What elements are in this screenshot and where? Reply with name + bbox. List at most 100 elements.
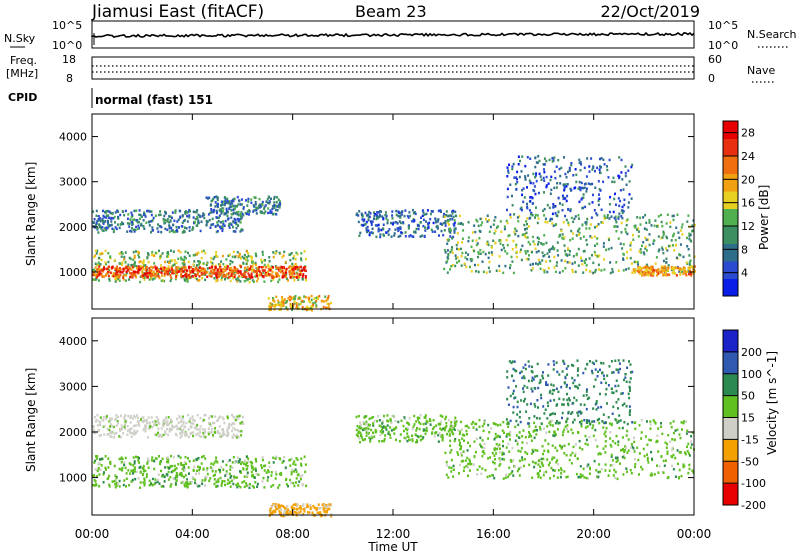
scatter-cell (485, 217, 487, 221)
scatter-cell (684, 451, 686, 454)
scatter-cell (369, 220, 372, 223)
scatter-cell (608, 217, 611, 220)
scatter-cell (540, 178, 543, 181)
scatter-cell (500, 248, 503, 252)
scatter-cell (466, 449, 469, 452)
scatter-cell (446, 214, 449, 218)
scatter-cell (213, 482, 216, 486)
scatter-cell (278, 266, 281, 269)
scatter-cell (449, 229, 452, 232)
scatter-cell (277, 301, 280, 304)
scatter-cell (106, 433, 109, 436)
scatter-cell (581, 197, 584, 200)
scatter-cell (362, 428, 364, 432)
scatter-cell (502, 420, 505, 424)
scatter-cell (164, 260, 167, 264)
scatter-cell (435, 225, 438, 228)
scatter-cell (133, 429, 136, 433)
scatter-cell (596, 242, 599, 246)
scatter-cell (531, 250, 533, 254)
scatter-cell (462, 459, 465, 463)
scatter-cell (240, 203, 243, 206)
scatter-cell (214, 205, 217, 208)
scatter-cell (668, 273, 671, 277)
scatter-cell (369, 440, 372, 443)
scatter-cell (139, 280, 142, 284)
scatter-cell (629, 469, 632, 472)
scatter-cell (411, 220, 414, 223)
scatter-cell (523, 223, 526, 227)
scatter-cell (595, 359, 598, 363)
scatter-cell (596, 254, 599, 258)
scatter-cell (652, 270, 655, 273)
scatter-cell (610, 215, 613, 218)
scatter-cell (662, 273, 665, 276)
scatter-cell (520, 206, 523, 210)
scatter-cell (184, 250, 187, 253)
scatter-cell (185, 275, 188, 278)
scatter-cell (176, 428, 179, 431)
scatter-cell (193, 268, 196, 272)
scatter-cell (97, 231, 100, 234)
scatter-cell (579, 188, 582, 192)
scatter-cell (599, 470, 601, 474)
scatter-cell (272, 297, 274, 300)
scatter-cell (230, 213, 233, 216)
scatter-cell (270, 197, 272, 200)
scatter-cell (387, 430, 390, 434)
scatter-cell (523, 458, 526, 461)
scatter-cell (128, 462, 131, 465)
scatter-cell (125, 279, 127, 282)
scatter-cell (440, 222, 443, 226)
scatter-cell (234, 273, 237, 277)
scatter-cell (613, 225, 616, 228)
scatter-cell (568, 168, 571, 172)
scatter-cell (167, 272, 170, 276)
scatter-cell (444, 220, 447, 223)
scatter-cell (230, 479, 233, 483)
scatter-cell (118, 276, 121, 279)
scatter-cell (538, 237, 540, 240)
scatter-cell (131, 265, 134, 269)
scatter-cell (230, 223, 233, 226)
scatter-cell (151, 226, 154, 229)
scatter-cell (188, 269, 191, 273)
scatter-cell (392, 221, 395, 224)
scatter-cell (145, 473, 148, 476)
scatter-cell (656, 439, 659, 443)
scatter-cell (106, 209, 109, 213)
scatter-cell (254, 252, 257, 255)
scatter-cell (520, 399, 523, 402)
scatter-cell (355, 415, 358, 419)
scatter-cell (539, 262, 542, 265)
scatter-cell (571, 376, 574, 380)
scatter-cell (581, 263, 584, 266)
scatter-cell (642, 251, 645, 254)
scatter-cell (142, 264, 145, 267)
scatter-cell (310, 309, 313, 312)
scatter-cell (464, 424, 467, 428)
scatter-cell (609, 271, 612, 275)
scatter-cell (603, 432, 606, 436)
scatter-cell (251, 265, 254, 268)
scatter-cell (399, 214, 402, 217)
scatter-cell (537, 217, 540, 220)
scatter-cell (390, 221, 393, 225)
scatter-cell (241, 273, 244, 276)
scatter-cell (622, 257, 625, 260)
scatter-cell (644, 236, 647, 240)
scatter-cell (477, 255, 479, 259)
scatter-cell (592, 165, 595, 168)
scatter-cell (108, 485, 111, 488)
scatter-cell (176, 220, 179, 223)
scatter-cell (621, 205, 624, 209)
scatter-cell (651, 267, 654, 271)
scatter-cell (270, 505, 273, 508)
scatter-cell (275, 473, 278, 476)
scatter-cell (180, 473, 183, 477)
scatter-cell (117, 217, 120, 220)
scatter-cell (180, 472, 183, 475)
scatter-cell (265, 271, 267, 275)
scatter-cell (256, 279, 259, 283)
scatter-cell (94, 274, 97, 277)
